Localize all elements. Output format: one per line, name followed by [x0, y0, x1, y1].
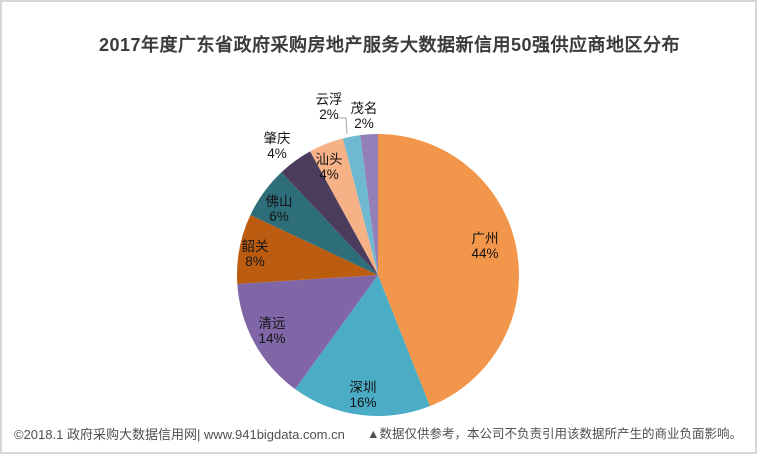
- label-leader-line-云浮: [336, 117, 348, 135]
- pie-slice-广州: [378, 134, 519, 407]
- pie-slice-韶关: [237, 215, 378, 284]
- pie-label-广州: 广州 44%: [471, 231, 498, 261]
- copyright-watermark: ©2018.1 政府采购大数据信用网| www.941bigdata.com.c…: [14, 427, 345, 442]
- pie-slice-肇庆: [281, 151, 378, 275]
- pie-slice-云浮: [342, 135, 378, 275]
- pie-label-肇庆: 肇庆 4%: [264, 131, 291, 161]
- pie-slice-深圳: [295, 275, 430, 417]
- pie-label-茂名: 茂名 2%: [351, 100, 378, 131]
- pie-label-韶关: 韶关 8%: [242, 239, 269, 269]
- pie-label-云浮: 云浮 2%: [316, 92, 343, 122]
- pie-label-佛山: 佛山 6%: [266, 194, 293, 224]
- pie-slice-汕头: [310, 138, 378, 275]
- chart-title: 2017年度广东省政府采购房地产服务大数据新信用50强供应商地区分布: [98, 35, 681, 55]
- disclaimer-note: ▲数据仅供参考，本公司不负责引用该数据所产生的商业负面影响。: [367, 427, 742, 441]
- pie-slice-清远: [237, 275, 378, 390]
- pie-slice-茂名: [360, 133, 378, 275]
- pie-label-汕头: 汕头 4%: [316, 152, 343, 182]
- pie-label-深圳: 深圳 16%: [349, 380, 376, 410]
- pie-slice-佛山: [250, 172, 378, 275]
- pie-label-清远: 清远 14%: [258, 316, 286, 346]
